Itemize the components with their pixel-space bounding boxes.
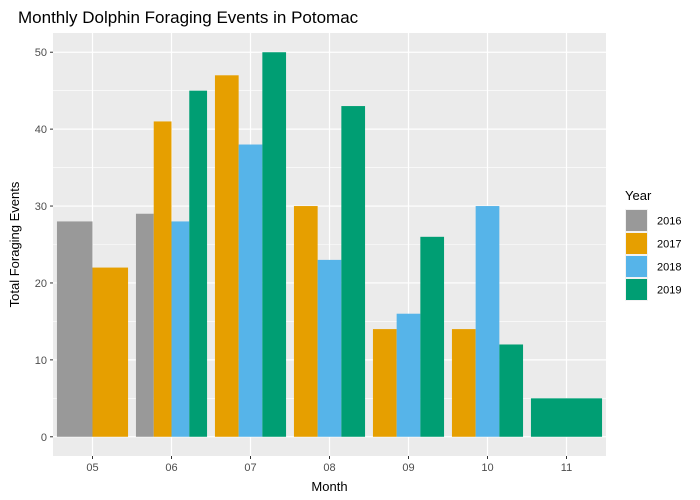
bar-06-2017 xyxy=(153,121,172,437)
bar-07-2017 xyxy=(214,75,239,437)
x-axis-title: Month xyxy=(311,479,347,494)
legend: Year 2016 2017 2018 2019 xyxy=(625,188,681,301)
y-axis: 0 10 20 30 40 50 xyxy=(35,47,53,444)
bar-06-2016 xyxy=(135,213,154,437)
chart-title: Monthly Dolphin Foraging Events in Potom… xyxy=(18,8,359,27)
x-tick-label: 06 xyxy=(165,462,177,474)
bar-10-2019 xyxy=(499,344,524,437)
legend-label-2019: 2019 xyxy=(657,285,681,297)
legend-label-2016: 2016 xyxy=(657,216,681,228)
legend-label-2018: 2018 xyxy=(657,262,681,274)
x-tick-label: 07 xyxy=(244,462,256,474)
legend-title: Year xyxy=(625,188,652,203)
bar-08-2018 xyxy=(317,259,342,437)
legend-swatch-2016 xyxy=(626,210,647,231)
bar-10-2018 xyxy=(475,206,500,437)
bar-06-2019 xyxy=(189,90,208,437)
x-tick-label: 05 xyxy=(86,462,98,474)
x-axis: 05 06 07 08 09 10 11 xyxy=(86,456,572,474)
x-tick-label: 10 xyxy=(481,462,493,474)
y-tick-label: 20 xyxy=(35,278,47,290)
y-tick-label: 30 xyxy=(35,201,47,213)
bar-09-2017 xyxy=(372,329,397,437)
y-axis-title: Total Foraging Events xyxy=(7,181,22,307)
y-tick-label: 50 xyxy=(35,47,47,59)
bar-08-2017 xyxy=(293,206,318,437)
bar-07-2018 xyxy=(238,144,263,437)
legend-swatch-2018 xyxy=(626,256,647,277)
bar-05-2016 xyxy=(56,221,93,437)
x-tick-label: 08 xyxy=(323,462,335,474)
bar-06-2018 xyxy=(171,221,190,437)
legend-swatch-2017 xyxy=(626,233,647,254)
bar-09-2018 xyxy=(396,313,421,437)
y-tick-label: 40 xyxy=(35,124,47,136)
legend-label-2017: 2017 xyxy=(657,239,681,251)
bar-11-2019 xyxy=(530,398,603,437)
bars xyxy=(56,52,603,437)
x-tick-label: 09 xyxy=(402,462,414,474)
x-tick-label: 11 xyxy=(561,462,572,474)
bar-10-2017 xyxy=(451,329,476,437)
y-tick-label: 0 xyxy=(41,432,47,444)
legend-swatch-2019 xyxy=(626,279,647,300)
bar-07-2019 xyxy=(262,52,287,437)
y-tick-label: 10 xyxy=(35,355,47,367)
bar-05-2017 xyxy=(92,267,129,437)
bar-09-2019 xyxy=(420,236,445,437)
bar-08-2019 xyxy=(341,106,366,437)
